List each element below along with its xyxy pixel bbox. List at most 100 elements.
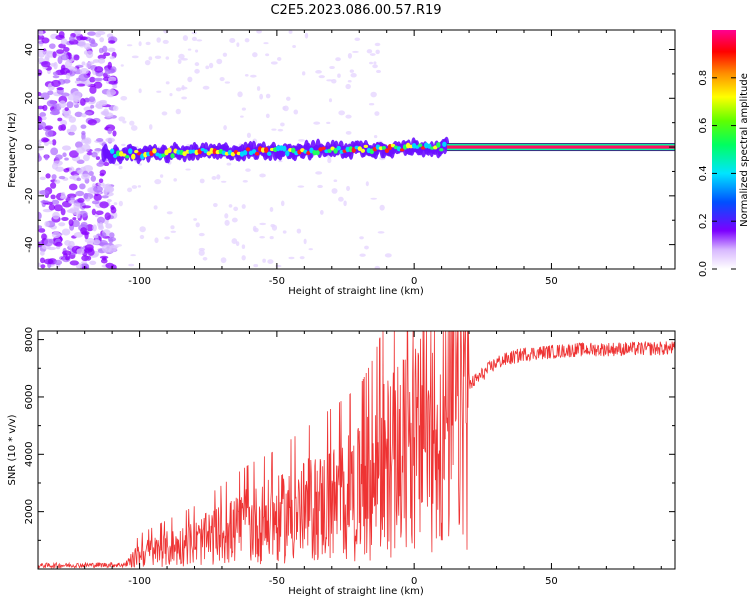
- spectrogram-noise-blob: [58, 43, 66, 49]
- spectrogram-noise-blob: [130, 125, 138, 131]
- spectrogram-noise-blob: [76, 177, 82, 182]
- spectrogram-noise-blob: [73, 201, 81, 210]
- spectrogram-noise-blob: [359, 253, 366, 257]
- spectrogram-noise-blob: [39, 176, 46, 181]
- snr-x-axis-label: Height of straight line (km): [288, 586, 424, 597]
- spectrogram-noise-blob: [104, 185, 112, 192]
- spectrogram-noise-blob: [288, 30, 293, 34]
- spectrogram-noise-blob: [194, 62, 200, 67]
- spectrogram-noise-blob: [89, 42, 98, 48]
- spectrogram-noise-blob: [187, 76, 193, 83]
- spectrogram-noise-blob: [130, 254, 137, 257]
- spectrogram-noise-blob: [154, 237, 159, 244]
- spectrogram-noise-blob: [315, 171, 323, 175]
- spectrogram-noise-blob: [45, 129, 54, 138]
- spectrogram-noise-blob: [61, 64, 66, 71]
- spectrogram-noise-blob: [346, 185, 351, 192]
- spectrogram-noise-blob: [95, 156, 101, 161]
- spectrogram-noise-blob: [69, 36, 75, 42]
- spectrogram-noise-blob: [373, 135, 378, 139]
- spectrogram-noise-blob: [224, 213, 229, 219]
- spectrogram-noise-blob: [298, 138, 305, 142]
- spectrogram-noise-blob: [327, 157, 332, 164]
- spectrogram-ridge-core: [381, 145, 387, 150]
- spectrogram-noise-blob: [138, 88, 142, 94]
- spectrogram-noise-blob: [149, 124, 153, 130]
- spectrogram-y-tick-label: 40: [24, 43, 35, 56]
- spectrogram-ridge-core: [109, 148, 115, 154]
- spectrogram-noise-blob: [96, 138, 104, 142]
- spectrogram-noise-blob: [38, 69, 43, 77]
- spectrogram-noise-blob: [194, 49, 199, 53]
- spectrogram-ridge-core: [436, 142, 441, 148]
- spectrogram-ridge-core: [254, 151, 260, 156]
- spectrogram-noise-blob: [62, 152, 67, 158]
- snr-y-tick-label: 2000: [24, 499, 35, 524]
- snr-y-axis-label: SNR (10 * v/v): [7, 414, 18, 485]
- spectrogram-noise-blob: [108, 237, 114, 244]
- spectrogram-noise-blob: [259, 222, 267, 226]
- spectrogram-noise-blob: [50, 62, 57, 67]
- spectrogram-noise-blob: [317, 184, 323, 189]
- spectrogram-noise-blob: [265, 53, 270, 57]
- spectrogram-noise-blob: [159, 174, 164, 178]
- spectrogram-noise-blob: [44, 220, 50, 227]
- spectrogram-noise-blob: [60, 38, 68, 45]
- spectrogram-noise-blob: [93, 81, 103, 89]
- spectrogram-noise-blob: [108, 40, 116, 44]
- spectrogram-noise-blob: [364, 245, 369, 250]
- spectrogram-noise-blob: [80, 36, 88, 41]
- spectrogram-ridge-core: [291, 147, 296, 154]
- spectrogram-noise-blob: [153, 205, 158, 210]
- spectrogram-noise-blob: [109, 232, 115, 238]
- spectrogram-noise-blob: [202, 256, 208, 261]
- spectrogram-noise-blob: [93, 193, 102, 201]
- spectrogram-noise-blob: [154, 179, 162, 185]
- spectrogram-noise-blob: [105, 262, 114, 269]
- spectrogram-ridge-core: [439, 148, 444, 152]
- spectrogram-noise-blob: [61, 216, 69, 221]
- colorbar-ticks: 0.0 0.2 0.4 0.6 0.8: [698, 70, 736, 277]
- spectrogram-noise-blob: [195, 222, 200, 228]
- spectrogram-ridge-core: [251, 149, 257, 154]
- spectrogram-noise-blob: [318, 75, 325, 79]
- spectrogram-noise-blob: [301, 71, 306, 76]
- spectrogram-noise-blob: [233, 206, 239, 212]
- spectrogram-noise-blob: [181, 84, 185, 91]
- spectrogram-noise-blob: [228, 204, 233, 208]
- spectrogram-noise-blob: [370, 91, 377, 98]
- spectrogram-noise-blob: [44, 125, 54, 130]
- spectrogram-noise-blob: [187, 48, 192, 51]
- spectrogram-noise-blob: [374, 111, 380, 116]
- spectrogram-noise-blob: [60, 191, 66, 199]
- spectrogram-noise-blob: [93, 185, 103, 193]
- spectrogram-noise-blob: [55, 154, 63, 160]
- spectrogram-noise-blob: [173, 178, 177, 182]
- spectrogram-noise-blob: [185, 168, 191, 171]
- spectrogram-ridge-core: [442, 141, 447, 147]
- spectrogram-noise-blob: [165, 56, 170, 60]
- spectrogram-noise-blob: [374, 265, 380, 269]
- spectrogram-noise-blob: [211, 176, 217, 180]
- spectrogram-noise-blob: [112, 130, 117, 137]
- colorbar-tick-label: 0.2: [698, 213, 709, 229]
- spectrogram-noise-blob: [109, 55, 116, 60]
- snr-y-tick-label: 8000: [24, 327, 35, 352]
- spectrogram-noise-blob: [73, 232, 84, 238]
- spectrogram-noise-blob: [61, 92, 70, 97]
- spectrogram-ridge-core: [421, 146, 426, 150]
- spectrogram-noise-blob: [241, 107, 246, 111]
- spectrogram-panel: -100 -50 0 50 -40 -20 0 20 40 Height of straight…: [7, 29, 676, 297]
- spectrogram-noise-blob: [259, 236, 265, 239]
- spectrogram-noise-blob: [43, 238, 54, 247]
- spectrogram-noise-blob: [165, 81, 170, 85]
- spectrogram-noise-blob: [177, 58, 182, 65]
- spectrogram-noise-blob: [89, 76, 96, 83]
- spectrogram-noise-blob: [178, 53, 185, 60]
- spectrogram-noise-blob: [115, 244, 123, 247]
- spectrogram-noise-blob: [220, 180, 227, 183]
- spectrogram-noise-blob: [263, 42, 269, 45]
- spectrogram-noise-blob: [182, 35, 189, 41]
- spectrogram-noise-blob: [110, 204, 115, 210]
